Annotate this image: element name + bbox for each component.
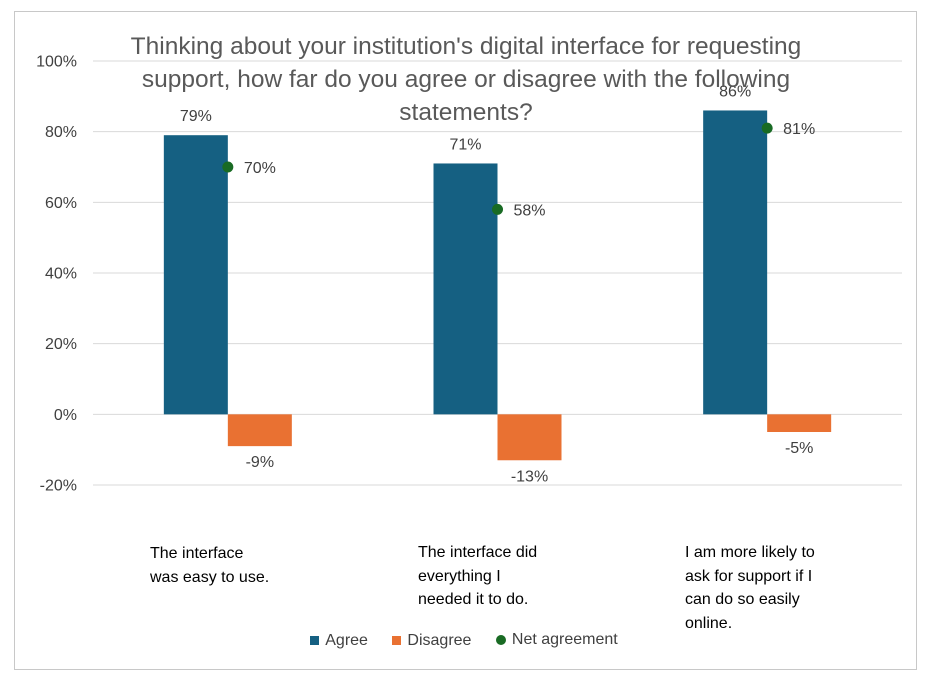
bar-agree xyxy=(433,163,498,415)
chart-legend: Agree Disagree Net agreement xyxy=(0,631,928,650)
category-label-3: I am more likely to ask for support if I… xyxy=(685,544,815,632)
category-label-2: The interface did everything I needed it… xyxy=(418,544,538,608)
legend-label-disagree: Disagree xyxy=(407,631,472,649)
bar-disagree xyxy=(767,414,832,432)
legend-label-agree: Agree xyxy=(325,631,368,649)
data-label-net-agreement: 81% xyxy=(783,121,815,138)
legend-label-net-agreement: Net agreement xyxy=(511,631,618,648)
data-label-net-agreement: 70% xyxy=(244,160,276,177)
data-label-net-agreement: 58% xyxy=(514,202,546,219)
y-tick-label: 40% xyxy=(45,266,77,283)
legend-item-disagree: Disagree xyxy=(392,632,471,650)
y-tick-label: 100% xyxy=(36,54,77,71)
bar-agree xyxy=(703,110,768,415)
y-tick-label: 20% xyxy=(45,336,77,353)
data-label-agree: 79% xyxy=(180,108,212,125)
legend-marker-net-agreement xyxy=(495,635,506,645)
legend-swatch-agree xyxy=(310,636,320,645)
data-label-agree: 86% xyxy=(719,83,751,100)
y-tick-label: 0% xyxy=(54,407,77,424)
data-label-disagree: -9% xyxy=(246,454,274,471)
marker-net-agreement xyxy=(761,122,773,134)
marker-net-agreement xyxy=(492,203,503,215)
y-tick-label: 80% xyxy=(45,124,77,141)
legend-item-agree: Agree xyxy=(310,632,368,650)
y-tick-label: -20% xyxy=(40,478,77,495)
marker-net-agreement xyxy=(222,161,234,173)
y-tick-label: 60% xyxy=(45,195,77,212)
bar-disagree xyxy=(497,414,562,461)
data-label-disagree: -5% xyxy=(785,440,813,457)
legend-swatch-disagree xyxy=(392,636,402,645)
legend-item-net-agreement: Net agreement xyxy=(495,631,618,649)
category-label-1: The interface was easy to use. xyxy=(150,545,270,586)
data-label-disagree: -13% xyxy=(511,468,548,485)
chart-title: Thinking about your institution's digita… xyxy=(130,33,802,126)
bar-disagree xyxy=(227,414,292,447)
data-label-agree: 71% xyxy=(449,136,481,153)
bar-agree xyxy=(163,135,228,415)
